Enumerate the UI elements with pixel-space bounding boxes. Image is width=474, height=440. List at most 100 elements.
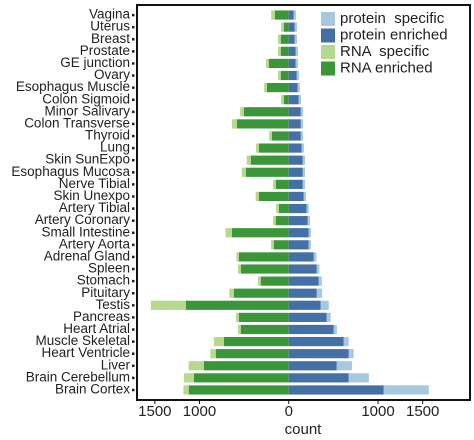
bar [294,34,297,44]
y-tick [132,50,135,53]
bar [307,216,311,226]
bar [288,288,317,298]
bar [276,203,279,214]
bar [320,300,329,310]
y-tick-label: Ovary [94,67,130,82]
bar [150,300,186,310]
bar [210,349,216,359]
y-tick [132,86,135,89]
bar [183,385,189,395]
bar [297,83,300,93]
bar [313,252,317,262]
bar [302,167,306,177]
y-tick-label: Artery Coronary [35,212,131,227]
bar [316,264,320,274]
y-tick [132,304,135,307]
y-tick-label: Esophagus Muscle [16,79,130,94]
y-tick [132,376,135,380]
bar [288,83,298,93]
y-tick [132,74,135,77]
y-tick-label: Vagina [89,7,131,22]
bar [316,288,323,298]
y-tick-label: Nerve Tibial [59,176,130,191]
bar [238,312,289,322]
y-tick [132,98,135,102]
bar [271,10,275,20]
bar [288,179,303,189]
y-tick-label: Heart Ventricle [41,345,130,360]
bar [288,70,297,81]
bar [281,95,284,105]
bar [231,228,289,238]
bar [185,300,289,310]
bar [288,300,321,310]
y-tick [132,267,135,271]
bar [288,46,296,56]
bar [300,107,304,117]
y-tick [132,231,135,235]
y-tick-label: GE junction [60,55,130,70]
bar [288,95,299,105]
bar [240,264,289,274]
bar [288,240,309,250]
bar [288,119,301,129]
y-tick-label: Esophagus Mucosa [11,164,130,179]
x-tick-label: 0 [285,403,293,420]
bar [278,34,281,44]
bar [298,95,302,105]
y-tick [132,292,135,295]
y-tick [132,146,135,150]
y-tick-label: Adrenal Gland [44,248,130,263]
y-tick [132,364,135,368]
y-tick-label: Uterus [90,19,130,34]
bar [273,179,276,189]
bar [183,373,194,383]
bar [250,155,289,165]
bar [302,179,306,189]
bar [273,216,276,226]
y-tick [132,38,135,41]
y-tick-label: Small Intestine [41,224,130,239]
x-axis-label: count [285,421,323,438]
y-tick [132,62,135,65]
y-tick-label: Brain Cortex [55,382,130,397]
bar [336,361,352,371]
bar [326,312,331,322]
bar [258,143,289,153]
bar [288,22,295,32]
bar [300,131,304,141]
y-tick-label: Brain Cerebellum [26,369,130,384]
y-tick-label: Minor Salivary [44,103,130,118]
y-tick-label: Thyroid [85,128,130,143]
bar [269,131,272,141]
legend-swatch [321,12,335,26]
plot-frame [136,4,471,401]
y-tick-label: Pituitary [81,285,130,300]
bar [258,191,289,202]
bar [293,10,297,20]
bar [225,228,232,238]
bar [288,349,349,359]
bar [288,10,294,20]
y-tick [132,219,135,222]
bar [229,288,234,298]
bar [288,361,337,371]
bar [203,361,289,371]
legend-label: protein specific [340,10,445,27]
bar [296,70,300,81]
legend-swatch [321,61,335,76]
y-tick-label: Stomach [77,273,130,288]
y-tick [132,352,135,355]
bar [348,373,369,383]
y-tick [132,110,135,114]
bar [295,58,298,69]
bar [243,107,289,117]
bar [288,203,307,214]
y-tick [132,183,135,186]
y-tick-label: Pancreas [73,309,130,324]
bar [288,276,319,286]
bar [238,252,289,262]
legend-label: protein enriched [340,26,448,43]
bar [268,58,289,69]
bar [283,95,289,105]
